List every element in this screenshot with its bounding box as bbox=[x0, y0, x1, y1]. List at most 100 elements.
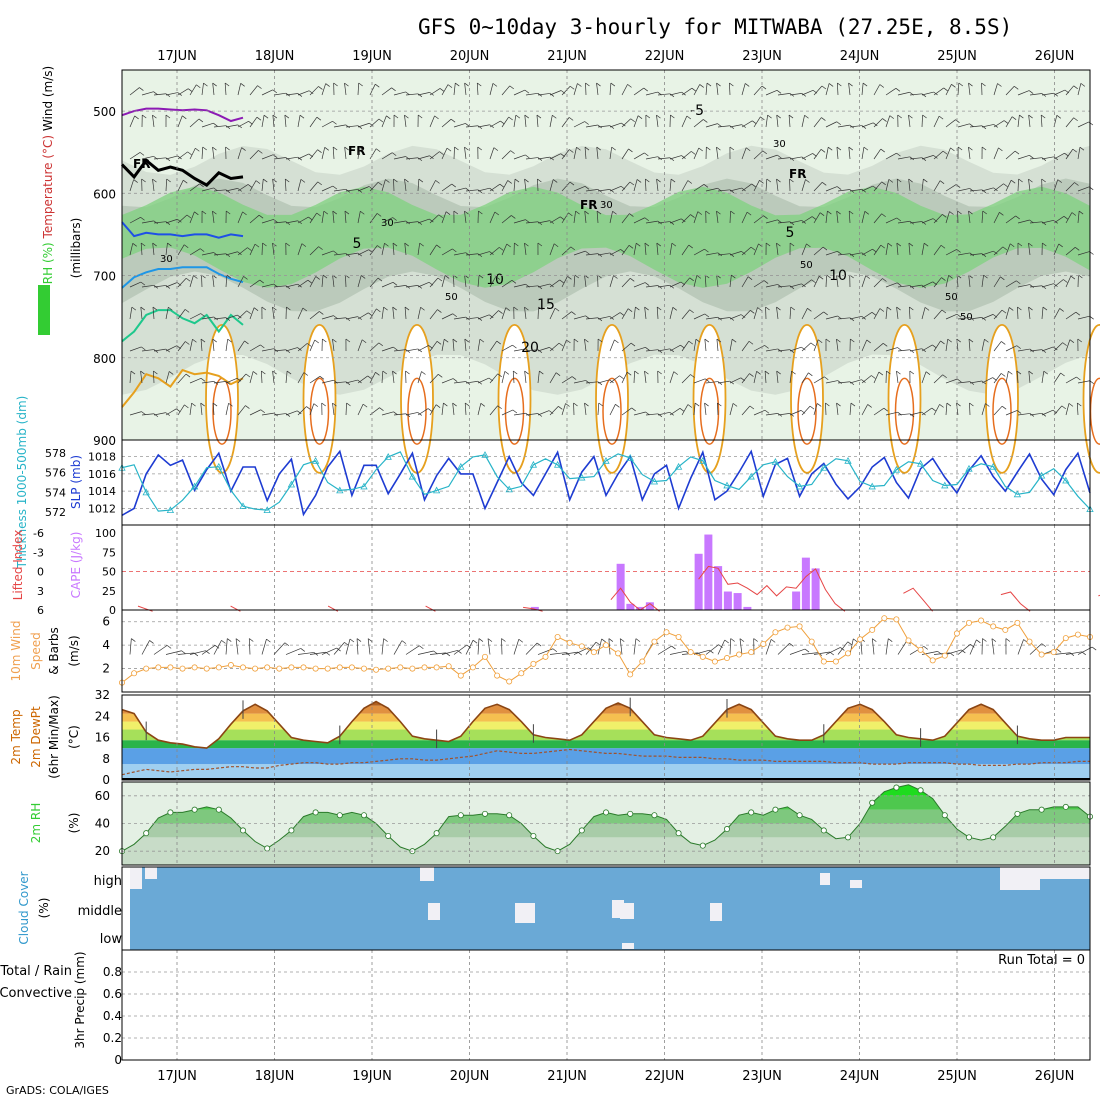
upper-wind-barb bbox=[285, 283, 298, 288]
upper-wind-barb bbox=[924, 307, 930, 311]
upper-wind-barb bbox=[309, 181, 319, 192]
upper-wind-barb bbox=[836, 186, 842, 190]
upper-wind-barb bbox=[273, 157, 286, 160]
upper-wind-barb bbox=[957, 188, 970, 192]
surface-wind-barb bbox=[549, 652, 566, 655]
axis-label: 2m DewPt bbox=[29, 706, 43, 768]
upper-wind-barb bbox=[811, 216, 817, 220]
upper-wind-barb bbox=[968, 147, 971, 160]
rh-contour-label: 50 bbox=[445, 292, 458, 303]
thickness-line bbox=[121, 451, 1091, 512]
upper-wind-barb bbox=[200, 313, 205, 317]
upper-wind-barb bbox=[861, 375, 872, 384]
upper-wind-barb bbox=[789, 410, 802, 416]
upper-wind-barb bbox=[889, 115, 895, 119]
warm-surface-contour bbox=[985, 323, 1019, 474]
upper-wind-barb bbox=[630, 342, 636, 347]
upper-wind-barb bbox=[225, 403, 229, 416]
wind-speed-marker bbox=[784, 624, 791, 631]
thickness-marker bbox=[432, 486, 441, 494]
upper-wind-barb bbox=[129, 179, 134, 192]
upper-wind-barb bbox=[369, 407, 380, 416]
upper-wind-barb bbox=[969, 189, 982, 192]
upper-wind-barb bbox=[945, 378, 958, 384]
upper-wind-barb bbox=[225, 188, 238, 192]
upper-wind-barb bbox=[129, 216, 141, 224]
upper-wind-barb bbox=[827, 210, 832, 215]
upper-wind-barb bbox=[765, 348, 778, 352]
hot-surface-contour bbox=[504, 377, 525, 445]
upper-wind-barb bbox=[741, 212, 748, 224]
wind-speed-marker bbox=[893, 616, 900, 623]
upper-wind-barb bbox=[574, 274, 580, 279]
upper-wind-barb bbox=[465, 252, 470, 256]
upper-wind-barb bbox=[477, 125, 483, 130]
upper-wind-barb bbox=[873, 244, 882, 256]
upper-wind-barb bbox=[691, 151, 696, 155]
upper-wind-barb bbox=[1077, 402, 1082, 407]
upper-wind-barb bbox=[633, 115, 639, 128]
upper-wind-barb bbox=[981, 403, 986, 416]
upper-wind-barb bbox=[524, 370, 529, 375]
upper-wind-barb bbox=[656, 242, 662, 247]
upper-wind-barb bbox=[297, 410, 302, 415]
upper-wind-barb bbox=[501, 180, 509, 192]
isotherm-label: 5 bbox=[353, 236, 362, 252]
surface-wind-barb bbox=[153, 645, 168, 655]
thickness-marker bbox=[142, 488, 150, 496]
upper-wind-barb bbox=[537, 93, 550, 96]
upper-wind-barb bbox=[886, 306, 892, 311]
thickness-marker bbox=[844, 456, 852, 464]
upper-wind-barb bbox=[477, 314, 490, 320]
upper-wind-barb bbox=[344, 211, 347, 224]
upper-wind-barb bbox=[524, 307, 527, 320]
upper-wind-barb bbox=[813, 403, 818, 416]
upper-wind-barb bbox=[393, 349, 406, 352]
wind-speed-marker bbox=[518, 670, 525, 677]
upper-wind-barb bbox=[1002, 246, 1008, 251]
upper-wind-barb bbox=[656, 178, 661, 183]
upper-wind-barb bbox=[513, 115, 517, 128]
upper-wind-barb bbox=[643, 87, 648, 92]
upper-wind-barb bbox=[465, 125, 478, 128]
upper-wind-barb bbox=[140, 307, 143, 320]
upper-wind-barb bbox=[489, 405, 498, 416]
upper-wind-barb bbox=[455, 82, 460, 87]
upper-wind-barb bbox=[861, 339, 868, 352]
rh-marker bbox=[264, 845, 271, 852]
upper-wind-barb bbox=[1010, 179, 1016, 184]
upper-wind-barb bbox=[909, 284, 922, 288]
surface-wind-barb bbox=[457, 650, 462, 654]
upper-wind-barb bbox=[644, 307, 647, 320]
upper-wind-barb bbox=[801, 243, 807, 256]
surface-wind-barb bbox=[273, 642, 286, 655]
thickness-marker bbox=[578, 473, 586, 481]
upper-wind-barb bbox=[837, 124, 850, 128]
surface-wind-barb bbox=[595, 641, 601, 646]
upper-wind-barb bbox=[284, 115, 287, 128]
rh-marker bbox=[917, 787, 924, 794]
surface-wind-barb bbox=[205, 650, 210, 654]
upper-wind-barb bbox=[392, 306, 397, 311]
cloud-gap bbox=[1040, 867, 1090, 879]
upper-wind-barb bbox=[1058, 243, 1063, 248]
upper-wind-barb bbox=[776, 371, 779, 384]
upper-wind-barb bbox=[615, 404, 620, 408]
wind-speed-marker bbox=[966, 619, 973, 626]
upper-wind-barb bbox=[451, 183, 456, 188]
thickness-marker bbox=[166, 506, 175, 513]
upper-wind-barb bbox=[686, 115, 692, 120]
upper-wind-barb bbox=[933, 180, 941, 192]
upper-wind-barb bbox=[765, 284, 778, 288]
upper-wind-barb bbox=[753, 307, 758, 320]
upper-wind-barb bbox=[405, 285, 418, 288]
rh-marker bbox=[336, 812, 343, 819]
upper-wind-barb bbox=[549, 279, 560, 288]
upper-wind-barb bbox=[609, 339, 615, 352]
upper-wind-barb bbox=[801, 89, 814, 96]
surface-wind-barb bbox=[770, 639, 776, 643]
wind-speed-marker bbox=[724, 655, 731, 662]
upper-wind-barb bbox=[499, 183, 505, 188]
dewpt-line bbox=[121, 748, 1090, 776]
upper-wind-barb bbox=[357, 252, 363, 257]
